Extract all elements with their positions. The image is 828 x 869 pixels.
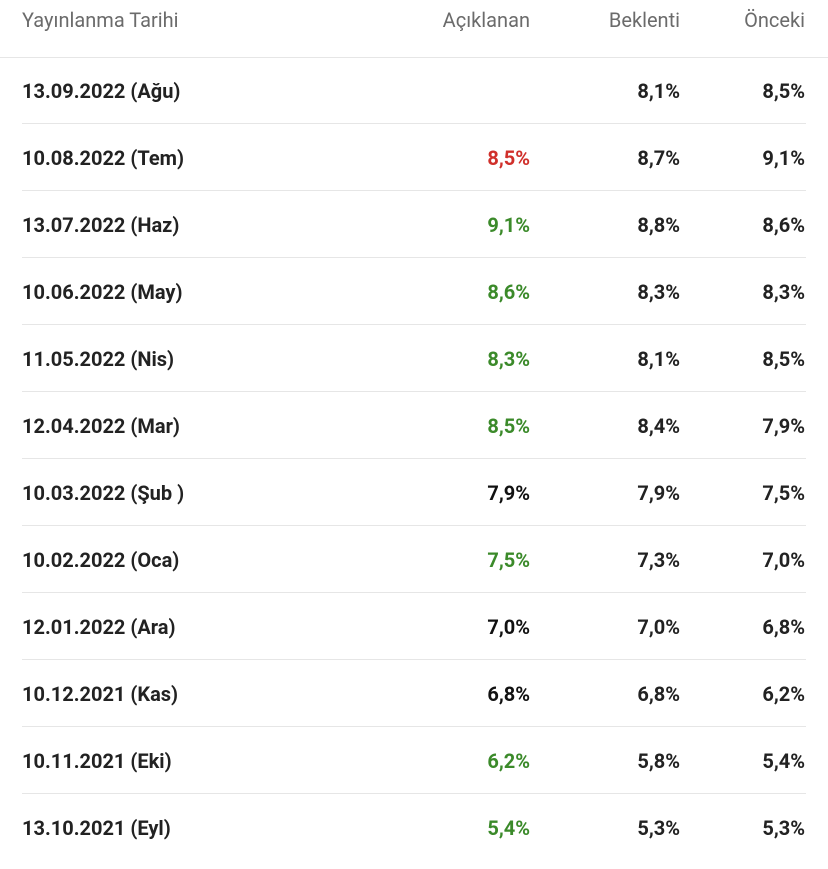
row-separator xyxy=(22,324,806,325)
actual-cell: 6,8% xyxy=(487,681,530,706)
date-cell: 13.10.2021 (Eyl) xyxy=(22,815,171,840)
table-row: 11.05.2022 (Nis) 8,3% 8,1% 8,5% xyxy=(0,325,828,392)
table-row: 10.03.2022 (Şub ) 7,9% 7,9% 7,5% xyxy=(0,459,828,526)
row-separator xyxy=(22,793,806,794)
row-separator xyxy=(22,525,806,526)
previous-cell: 6,2% xyxy=(762,681,805,706)
forecast-cell: 8,3% xyxy=(637,279,680,304)
date-cell: 13.07.2022 (Haz) xyxy=(22,212,180,237)
table-row: 10.06.2022 (May) 8,6% 8,3% 8,3% xyxy=(0,258,828,325)
forecast-cell: 8,4% xyxy=(637,413,680,438)
forecast-cell: 7,3% xyxy=(637,547,680,572)
header-cell[interactable]: Açıklanan xyxy=(442,8,530,32)
previous-cell: 8,5% xyxy=(762,78,805,103)
forecast-cell: 7,0% xyxy=(637,614,680,639)
header-cell[interactable]: Yayınlanma Tarihi xyxy=(22,8,179,32)
actual-cell: 7,0% xyxy=(487,614,530,639)
actual-cell: 7,9% xyxy=(487,480,530,505)
previous-cell: 5,4% xyxy=(762,748,805,773)
actual-cell: 8,5% xyxy=(487,145,530,170)
previous-cell: 8,6% xyxy=(762,212,805,237)
row-separator xyxy=(22,659,806,660)
forecast-cell: 5,3% xyxy=(637,815,680,840)
date-cell: 10.12.2021 (Kas) xyxy=(22,681,179,706)
previous-cell: 8,3% xyxy=(762,279,805,304)
actual-cell: 5,4% xyxy=(487,815,530,840)
date-cell: 13.09.2022 (Ağu) xyxy=(22,78,181,103)
table-row: 12.04.2022 (Mar) 8,5% 8,4% 7,9% xyxy=(0,392,828,459)
table-row: 10.08.2022 (Tem) 8,5% 8,7% 9,1% xyxy=(0,124,828,191)
actual-cell: 6,2% xyxy=(487,748,530,773)
actual-cell: 8,3% xyxy=(487,346,530,371)
forecast-cell: 8,1% xyxy=(637,78,680,103)
table-row: 10.12.2021 (Kas) 6,8% 6,8% 6,2% xyxy=(0,660,828,727)
forecast-cell: 8,1% xyxy=(637,346,680,371)
actual-cell: 8,5% xyxy=(487,413,530,438)
date-cell: 10.11.2021 (Eki) xyxy=(22,748,172,773)
date-cell: 10.02.2022 (Oca) xyxy=(22,547,180,572)
row-separator xyxy=(22,123,806,124)
header-cell[interactable]: Beklenti xyxy=(608,8,680,32)
date-cell: 12.01.2022 (Ara) xyxy=(22,614,176,639)
previous-cell: 9,1% xyxy=(762,145,805,170)
actual-cell: 7,5% xyxy=(487,547,530,572)
date-cell: 10.08.2022 (Tem) xyxy=(22,145,184,170)
actual-cell: 9,1% xyxy=(487,212,530,237)
row-separator xyxy=(22,726,806,727)
table-row: 10.02.2022 (Oca) 7,5% 7,3% 7,0% xyxy=(0,526,828,593)
row-separator xyxy=(22,257,806,258)
table-row: 12.01.2022 (Ara) 7,0% 7,0% 6,8% xyxy=(0,593,828,660)
previous-cell: 8,5% xyxy=(762,346,805,371)
forecast-cell: 5,8% xyxy=(637,748,680,773)
row-separator xyxy=(22,458,806,459)
date-cell: 11.05.2022 (Nis) xyxy=(22,346,175,371)
row-separator xyxy=(22,190,806,191)
table-row: 10.11.2021 (Eki) 6,2% 5,8% 5,4% xyxy=(0,727,828,794)
date-cell: 10.06.2022 (May) xyxy=(22,279,183,304)
date-cell: 10.03.2022 (Şub ) xyxy=(22,480,185,505)
actual-cell: 8,6% xyxy=(487,279,530,304)
forecast-cell: 7,9% xyxy=(637,480,680,505)
table-header: Yayınlanma Tarihi Açıklanan Beklenti Önc… xyxy=(0,0,828,58)
forecast-cell: 8,8% xyxy=(637,212,680,237)
row-separator xyxy=(22,391,806,392)
previous-cell: 5,3% xyxy=(762,815,805,840)
table-row: 13.10.2021 (Eyl) 5,4% 5,3% 5,3% xyxy=(0,794,828,861)
row-separator xyxy=(22,592,806,593)
previous-cell: 7,0% xyxy=(762,547,805,572)
previous-cell: 6,8% xyxy=(762,614,805,639)
header-cell[interactable]: Önceki xyxy=(744,8,805,32)
previous-cell: 7,5% xyxy=(762,480,805,505)
date-cell: 12.04.2022 (Mar) xyxy=(22,413,180,438)
forecast-cell: 8,7% xyxy=(637,145,680,170)
table-row: 13.07.2022 (Haz) 9,1% 8,8% 8,6% xyxy=(0,191,828,258)
forecast-cell: 6,8% xyxy=(637,681,680,706)
table-row: 13.09.2022 (Ağu) 8,1% 8,5% xyxy=(0,57,828,124)
previous-cell: 7,9% xyxy=(762,413,805,438)
